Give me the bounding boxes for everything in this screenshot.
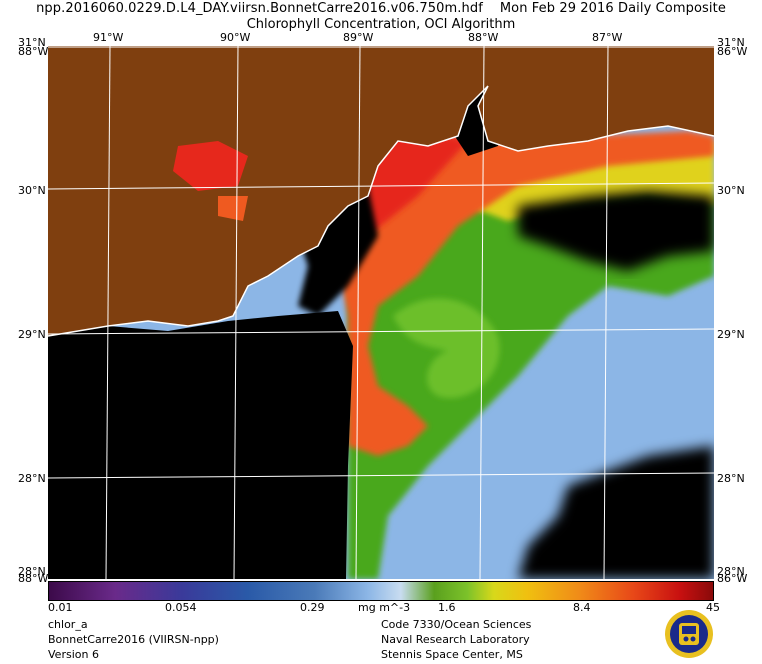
lon-label-91: 91°W [93,31,124,44]
product-name: chlor_a [48,618,88,631]
no-data-west [48,311,353,579]
lat-label-30-left: 30°N [18,184,46,197]
lat-label-29-left: 29°N [18,328,46,341]
colorbar [48,581,714,601]
corner-bl-lon: 88°W [18,572,49,585]
corner-tl-lat: 31°N [18,36,46,49]
region-name: BonnetCarre2016 (VIIRSN-npp) [48,633,219,646]
corner-tr-lon: 86°W [717,45,748,58]
land [48,46,714,336]
lake-borgne [218,196,248,221]
green-swirl [393,298,500,398]
footer-right: Code 7330/Ocean Sciences Naval Research … [381,617,531,662]
product-title: Chlorophyll Concentration, OCI Algorithm [246,17,516,32]
lat-label-28-left: 28°N [18,472,46,485]
lon-label-89: 89°W [343,31,374,44]
org-name: Naval Research Laboratory [381,633,530,646]
file-title: npp.2016060.0229.D.L4_DAY.viirsn.BonnetC… [0,1,762,16]
lon-label-88: 88°W [468,31,499,44]
colorbar-tick-4: 8.4 [573,601,591,614]
colorbar-tick-5: 45 [706,601,720,614]
corner-tr-lat: 31°N [717,36,745,49]
green-chlorophyll-zone [348,186,714,579]
corner-tl-lon: 88°W [18,45,49,58]
org-location: Stennis Space Center, MS [381,648,523,661]
lat-label-29-right: 29°N [717,328,745,341]
version-text: Version 6 [48,648,99,661]
lat-label-30-right: 30°N [717,184,745,197]
colorbar-tick-2: 0.29 [300,601,325,614]
colorbar-units: mg m^-3 [358,601,411,614]
coastline [48,85,714,337]
lon-label-90: 90°W [220,31,251,44]
graticule [48,46,714,579]
lake-pontchartrain [173,141,248,191]
composite-date: Mon Feb 29 2016 Daily Composite [499,1,726,16]
org-code: Code 7330/Ocean Sciences [381,618,532,631]
corner-bl-lat: 28°N [18,565,46,578]
colorbar-tick-1: 0.054 [165,601,197,614]
corner-br-lat: 28°N [717,565,745,578]
file-name: npp.2016060.0229.D.L4_DAY.viirsn.BonnetC… [36,1,483,16]
lon-label-87: 87°W [592,31,623,44]
colorbar-tick-0: 0.01 [48,601,73,614]
corner-br-lon: 86°W [717,572,748,585]
lat-label-28-right: 28°N [717,472,745,485]
no-data-south-east [518,446,714,579]
chlorophyll-map [48,46,714,579]
nrl-seal-logo [665,610,713,658]
no-data-east-clouds [518,191,714,271]
colorbar-tick-3: 1.6 [438,601,456,614]
footer-left: chlor_a BonnetCarre2016 (VIIRSN-npp) Ver… [48,617,219,662]
